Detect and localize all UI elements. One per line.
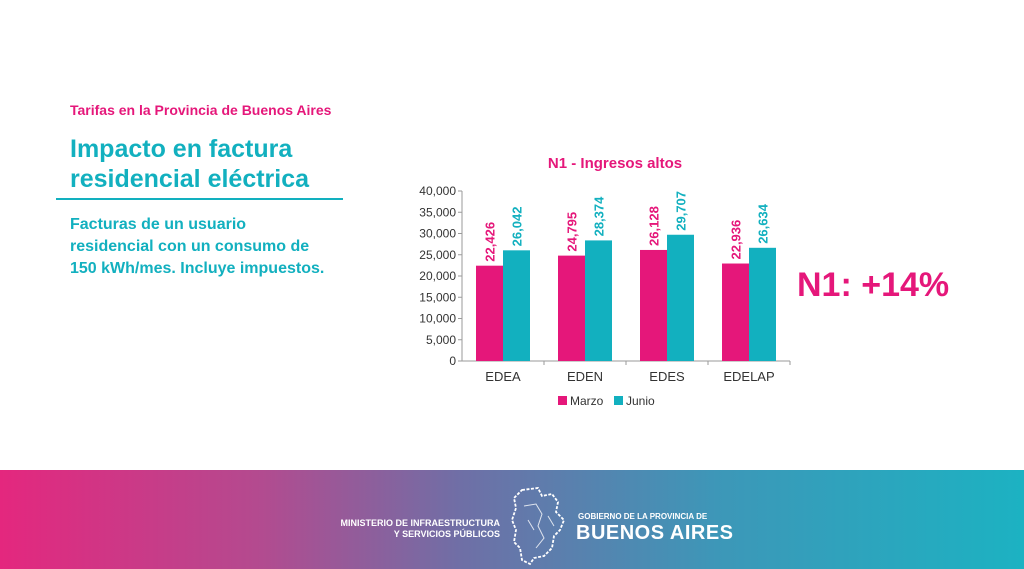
data-label: 28,374 [592,196,607,237]
data-label: 29,707 [674,191,689,231]
y-tick-label: 15,000 [419,290,456,304]
x-tick-label: EDES [649,369,685,384]
y-tick-label: 10,000 [419,312,456,326]
data-label: 26,042 [510,207,525,247]
page-kicker: Tarifas en la Provincia de Buenos Aires [70,102,332,118]
bar-junio-edelap [749,247,776,361]
data-label: 22,426 [483,222,498,262]
legend-swatch-marzo [558,396,567,405]
footer-banner: MINISTERIO DE INFRAESTRUCTURA Y SERVICIO… [0,470,1024,569]
province-logo-text: BUENOS AIRES [576,522,734,544]
data-label: 26,128 [647,206,662,246]
y-tick-label: 40,000 [419,184,456,198]
bar-junio-edes [667,234,694,361]
x-tick-label: EDEN [567,369,603,384]
page-title: Impacto en factura residencial eléctrica [70,135,310,193]
legend-label-junio: Junio [626,394,655,408]
ministry-line-1: MINISTERIO DE INFRAESTRUCTURA [340,518,501,528]
increase-callout: N1: +14% [797,266,950,304]
bar-junio-eden [585,240,612,361]
bar-chart: 0 5,000 10,000 15,000 20,000 25,000 30,000 35,0… [419,184,791,408]
ministry-label: MINISTERIO DE INFRAESTRUCTURA Y SERVICIO… [318,518,501,540]
y-tick-label: 5,000 [426,333,456,347]
y-tick-label: 25,000 [419,248,456,262]
province-map-icon [511,487,566,566]
y-tick-label: 0 [449,354,456,368]
data-label: 22,936 [729,220,744,260]
data-label: 26,634 [756,203,771,244]
bar-marzo-eden [558,255,585,361]
legend-label-marzo: Marzo [570,394,604,408]
ministry-line-2: Y SERVICIOS PÚBLICOS [393,529,500,539]
government-label: GOBIERNO DE LA PROVINCIA DE [578,512,708,521]
bar-junio-edea [503,250,530,361]
data-label: 24,795 [565,212,580,252]
chart-title: N1 - Ingresos altos [547,155,683,172]
x-tick-label: EDEA [485,369,521,384]
y-tick-label: 35,000 [419,205,456,219]
bar-marzo-edea [476,265,503,361]
bar-marzo-edelap [722,263,749,361]
title-divider [56,198,343,200]
page-description: Facturas de un usuario residencial con u… [70,216,325,277]
x-tick-label: EDELAP [723,369,774,384]
legend-swatch-junio [614,396,623,405]
y-tick-label: 30,000 [419,227,456,241]
bar-marzo-edes [640,249,667,361]
y-tick-label: 20,000 [419,269,456,283]
